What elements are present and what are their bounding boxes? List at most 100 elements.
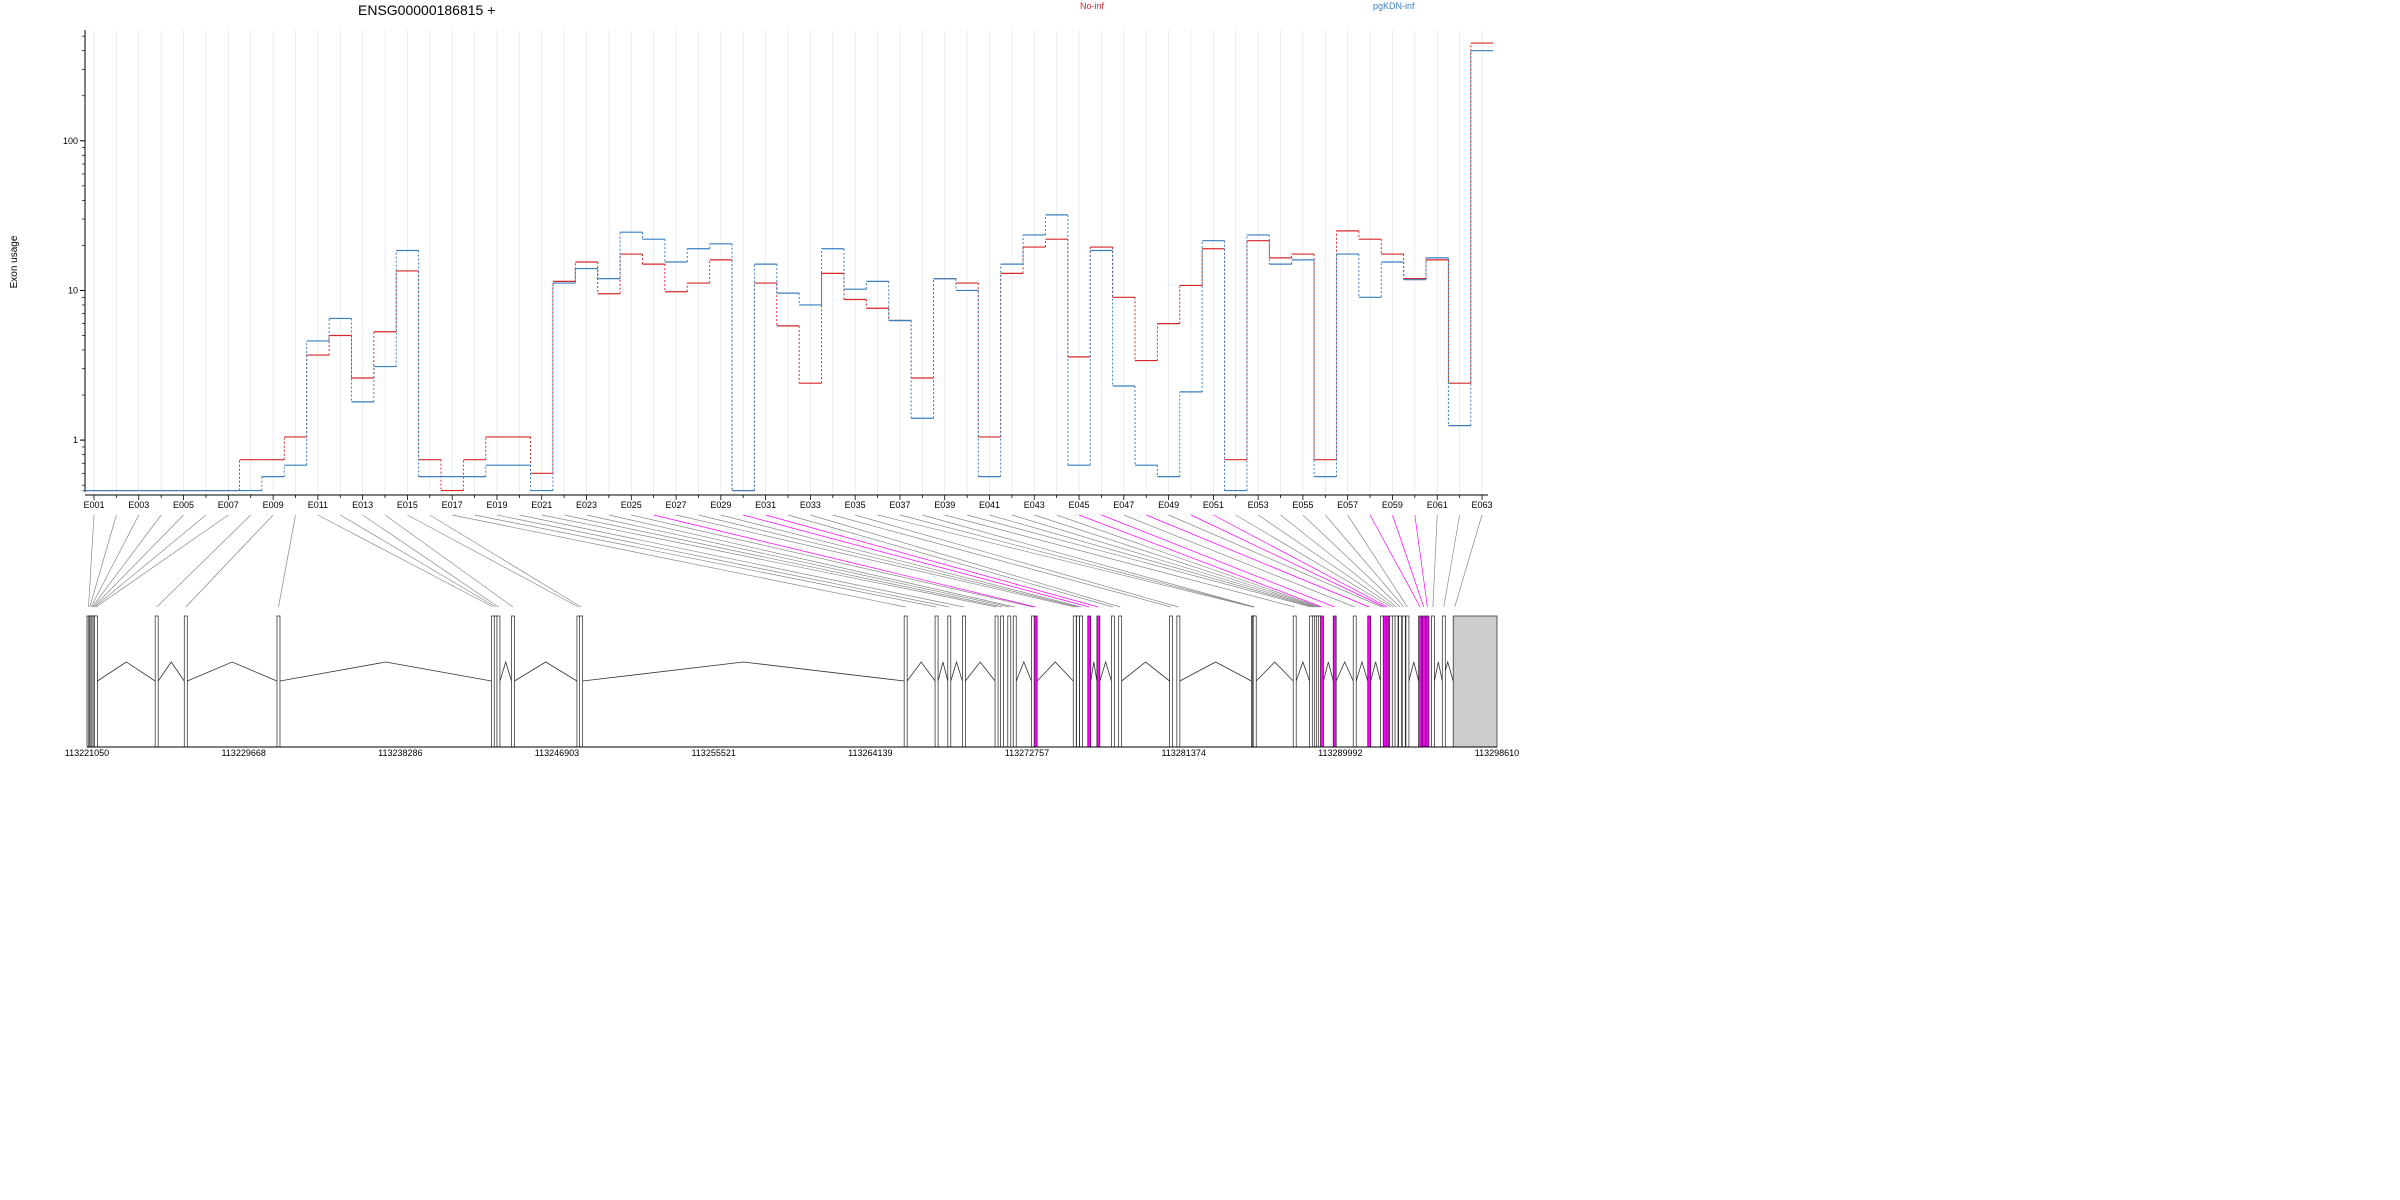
connector-line	[1213, 514, 1388, 608]
exon-block	[1176, 615, 1181, 748]
exon-block	[1405, 615, 1410, 748]
x-tick-label: E057	[1337, 500, 1358, 510]
connector-line	[340, 514, 496, 608]
x-tick-label: E045	[1069, 500, 1090, 510]
exon-block	[1352, 615, 1357, 748]
connector-line	[564, 514, 1003, 608]
coord-tick-label: 113298610	[1475, 748, 1519, 758]
connector-line	[989, 514, 1314, 608]
series-layer	[82, 42, 1494, 492]
connector-line	[278, 514, 296, 608]
exon-block	[961, 615, 966, 748]
exon-block	[1118, 615, 1123, 748]
connector-line	[1101, 514, 1335, 608]
exon-block	[1076, 615, 1080, 748]
connector-line	[1146, 514, 1370, 608]
x-tick-label: E011	[308, 500, 328, 510]
connector-line	[1302, 514, 1401, 608]
connector-line	[1056, 514, 1320, 608]
connector-line	[720, 514, 1082, 608]
connector-line	[185, 514, 274, 608]
exon-block	[511, 615, 515, 748]
y-tick-label: 10	[68, 285, 78, 295]
exon-block	[1033, 615, 1038, 748]
exon-block	[1012, 615, 1017, 748]
connector-line	[675, 514, 1075, 608]
x-tick-label: E029	[710, 500, 731, 510]
connector-line	[496, 514, 950, 608]
exon-block	[1087, 615, 1092, 748]
x-tick-label: E015	[397, 500, 418, 510]
connector-line	[631, 514, 1034, 608]
x-tick-label: E041	[979, 500, 1000, 510]
connector-line	[317, 514, 494, 608]
y-axis-label: Exon usage	[9, 235, 20, 288]
exon-block	[1367, 615, 1372, 748]
exon-block	[1401, 615, 1406, 748]
exon-block	[154, 615, 159, 748]
x-axis: E001 E003 E005 E007 E009 E011 E013 E015 E017 E019…	[83, 494, 1493, 510]
exon-block	[947, 615, 952, 748]
connector-line	[362, 514, 499, 608]
connector-line	[1034, 514, 1318, 608]
x-tick-label: E001	[83, 500, 104, 510]
exon-block	[1398, 615, 1402, 748]
connector-line	[1257, 514, 1394, 608]
exon-block	[1292, 615, 1297, 748]
exon-block	[1452, 615, 1498, 748]
exon-block	[1079, 615, 1083, 748]
y-tick-label: 100	[63, 136, 78, 146]
intron	[97, 661, 156, 682]
intron	[1015, 660, 1032, 682]
exon-block	[1111, 615, 1115, 748]
x-tick-label: E017	[442, 500, 463, 510]
connector-line	[1280, 514, 1397, 608]
coord-tick-label: 113221050	[65, 748, 109, 758]
connector-line	[855, 514, 1179, 608]
x-tick-label: E043	[1024, 500, 1045, 510]
connector-line	[94, 514, 207, 608]
connector-line	[899, 514, 1254, 608]
exon-block	[1418, 615, 1422, 748]
connector-line	[156, 514, 251, 608]
exon-block	[276, 615, 281, 748]
connector-line	[832, 514, 1172, 608]
exon-block	[1394, 615, 1399, 748]
exon-block	[496, 615, 501, 748]
intron	[1179, 661, 1252, 682]
y-tick-label: 1	[73, 435, 78, 445]
x-tick-label: E053	[1248, 500, 1269, 510]
exon-block	[1000, 615, 1004, 748]
exon-block	[94, 615, 98, 748]
x-tick-label: E007	[218, 500, 239, 510]
x-tick-label: E025	[621, 500, 642, 510]
coord-tick-label: 113272757	[1005, 748, 1049, 758]
exon-block	[1421, 615, 1426, 748]
connector-line	[452, 514, 906, 608]
connector-line	[95, 514, 229, 608]
connector-line	[787, 514, 1114, 608]
connector-line	[967, 514, 1312, 608]
vertical-gridlines	[93, 30, 1483, 492]
x-tick-label: E013	[352, 500, 373, 510]
intron	[1036, 661, 1074, 682]
coord-tick-label: 113289992	[1318, 748, 1362, 758]
exon-usage-figure: ENSG00000186815 + No-inf pgKDN-inf Exon …	[9, 1, 1519, 758]
gene-title: ENSG00000186815 +	[358, 2, 495, 18]
x-tick-label: E035	[845, 500, 866, 510]
exon-block	[1385, 615, 1390, 748]
x-tick-label: E063	[1471, 500, 1492, 510]
exon-block	[1425, 615, 1430, 748]
connector-line	[1414, 514, 1428, 608]
connector-line	[608, 514, 1015, 608]
intron	[1355, 660, 1369, 682]
connector-line	[519, 514, 964, 608]
y-axis: 1 10 100	[63, 30, 86, 492]
coord-tick-label: 113246903	[535, 748, 579, 758]
intron	[1323, 661, 1334, 682]
exon-block	[1332, 615, 1337, 748]
connector-line	[429, 514, 582, 608]
intron	[279, 661, 492, 682]
exon-block	[1320, 615, 1324, 748]
connector-line	[1078, 514, 1323, 608]
